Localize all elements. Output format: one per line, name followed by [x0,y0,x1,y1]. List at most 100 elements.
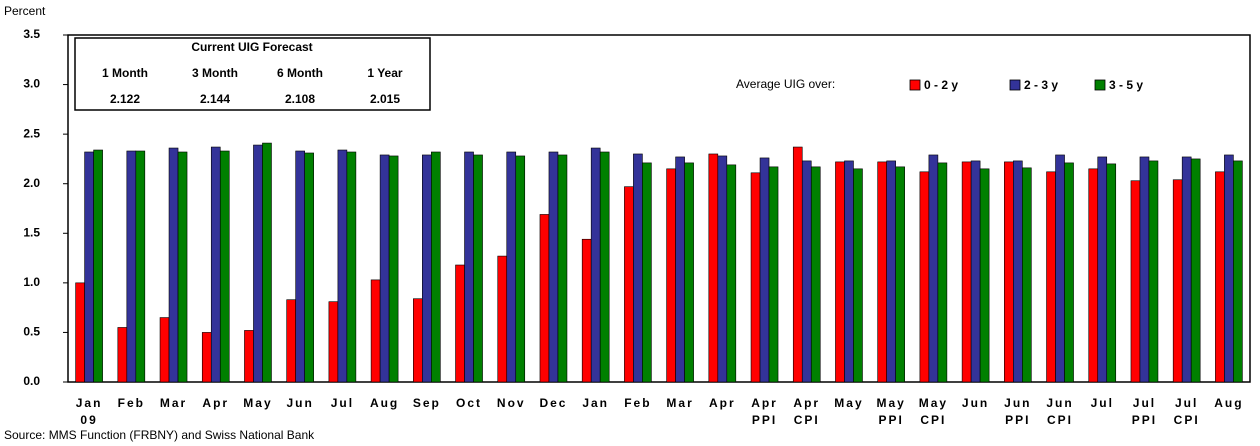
x-tick-label: May CPI [919,396,948,427]
x-tick-label: Apr PPI [751,396,778,427]
bar [117,327,128,383]
bar [684,162,694,383]
bar [219,150,230,383]
source-note: Source: MMS Function (FRBNY) and Swiss N… [4,428,315,442]
bar [1181,156,1192,383]
legend-title: Average UIG over: [736,77,835,91]
x-tick-label: Dec [539,396,567,410]
bar [93,149,103,383]
x-tick-label: Jul PPI [1132,396,1157,427]
bar [1139,156,1150,383]
bar [126,150,137,383]
bar [1190,158,1201,383]
legend-swatch [1009,79,1021,91]
bar [337,149,348,383]
x-tick-label: Oct [456,396,482,410]
bar [970,160,981,383]
forecast-title: Current UIG Forecast [191,40,312,54]
y-tick-label: 0.0 [23,374,40,388]
bar [422,154,432,383]
bar [844,160,854,383]
bar [75,282,85,383]
bar [624,186,634,383]
y-tick-label: 0.5 [23,325,40,339]
bar [473,154,483,383]
bar [455,264,465,383]
y-tick-label: 1.0 [23,275,40,289]
bar [590,147,601,383]
bar [717,155,728,383]
x-tick-label: Jun [287,396,314,410]
forecast-value: 2.122 [110,92,140,106]
x-tick-label: Aug [1214,396,1243,410]
legend-label: 3 - 5 y [1109,78,1143,92]
bar [304,152,314,383]
bar [1013,160,1023,383]
bar [159,317,170,383]
bar [853,168,863,383]
x-tick-label: Jun PPI [1004,396,1031,427]
bar [877,161,887,383]
y-tick-label: 2.0 [23,176,40,190]
bar [1148,160,1159,383]
bar [937,162,948,383]
x-tick-label: Mar [160,396,187,410]
forecast-value: 2.144 [200,92,230,106]
x-tick-label: Nov [497,396,526,410]
bar [1055,154,1065,383]
x-tick-label: Aug [370,396,399,410]
bar [810,166,821,383]
plot-frame [67,34,1251,383]
bar [928,154,939,383]
bar [539,214,550,383]
y-axis-label: Percent [4,4,46,18]
bar [581,238,592,383]
legend-label: 2 - 3 y [1024,78,1058,92]
bar [961,161,972,383]
bar [1224,154,1234,383]
x-tick-label: Feb [624,396,651,410]
y-tick-label: 1.5 [23,225,40,239]
bar [1233,160,1243,383]
bar [1106,163,1117,383]
forecast-header: 6 Month [277,66,323,80]
bar [286,299,296,383]
bar [1130,180,1141,383]
legend-swatch [1094,79,1106,91]
bar [895,166,905,383]
bar [1097,156,1108,383]
bar [506,151,517,383]
bar [464,151,474,383]
x-tick-label: Jul [331,396,354,410]
forecast-header: 3 Month [192,66,238,80]
x-tick-label: Apr [202,396,229,410]
x-tick-label: Apr CPI [793,396,820,427]
x-tick-label: May [834,396,863,410]
bar [759,157,770,383]
x-tick-label: May [243,396,272,410]
bar [177,151,188,383]
bar [708,153,719,383]
bar [642,162,652,383]
bar [135,150,146,383]
x-tick-label: Jan [582,396,609,410]
legend-label: 0 - 2 y [924,78,958,92]
bar [346,151,357,383]
bar [557,154,568,383]
bar [328,301,339,383]
forecast-header: 1 Year [367,66,402,80]
bar [388,155,399,383]
bar [599,151,610,383]
x-tick-label: Jun CPI [1046,396,1073,427]
x-tick-label: Sep [413,396,441,410]
bar [792,146,803,383]
bar [295,150,305,383]
forecast-value: 2.015 [370,92,400,106]
x-tick-label: Jan 09 [76,396,103,427]
x-tick-label: May PPI [877,396,906,427]
x-tick-label: Jul CPI [1174,396,1200,427]
bar [1046,171,1056,383]
bar [1088,168,1099,383]
bar [379,154,390,383]
bar [1022,167,1032,383]
